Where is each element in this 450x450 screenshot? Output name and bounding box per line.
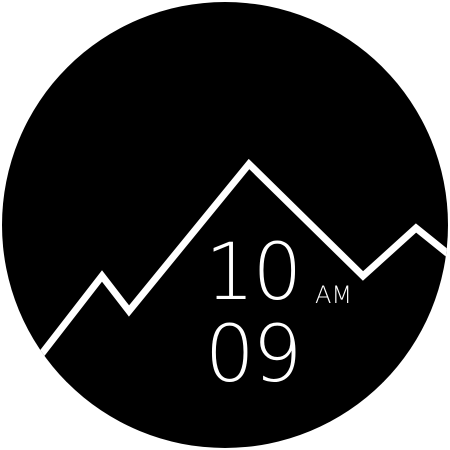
mountain-range-icon [37, 158, 448, 359]
time-minute: 09 [205, 310, 302, 400]
time-ampm: AM [315, 281, 353, 309]
time-hour: 10 [205, 228, 302, 318]
